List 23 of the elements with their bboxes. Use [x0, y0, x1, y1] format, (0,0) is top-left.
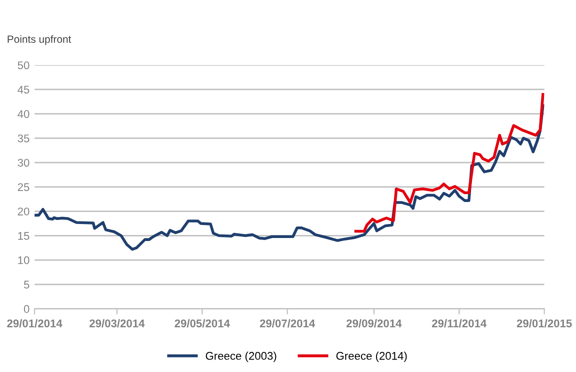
- x-tick-label: 29/01/2015: [516, 319, 572, 328]
- y-tick-label: 25: [18, 183, 30, 192]
- x-tick-label: 29/05/2014: [174, 319, 230, 328]
- x-tick-label: 29/01/2014: [7, 319, 62, 328]
- y-tick-label: 50: [18, 61, 30, 70]
- legend-label: Greece (2003): [206, 352, 276, 362]
- y-tick-label: 10: [18, 256, 30, 264]
- y-tick-label: 30: [18, 158, 30, 167]
- y-tick-label: 35: [18, 134, 30, 142]
- x-tick-label: 29/09/2014: [346, 319, 402, 328]
- legend-label: Greece (2014): [336, 352, 407, 362]
- x-tick-label: 29/03/2014: [90, 319, 145, 328]
- x-tick-label: 29/11/2014: [432, 319, 487, 328]
- line-series: [354, 92, 544, 233]
- y-tick-label: 45: [18, 86, 30, 94]
- y-tick-label: 5: [24, 280, 30, 289]
- y-tick-label: 0: [24, 305, 30, 313]
- y-tick-label: 20: [18, 208, 30, 216]
- y-tick-label: 15: [18, 232, 30, 240]
- x-tick-label: 29/07/2014: [260, 319, 316, 328]
- y-axis-title: Points upfront: [8, 35, 72, 45]
- line-series: [34, 104, 544, 251]
- y-tick-label: 40: [18, 110, 30, 118]
